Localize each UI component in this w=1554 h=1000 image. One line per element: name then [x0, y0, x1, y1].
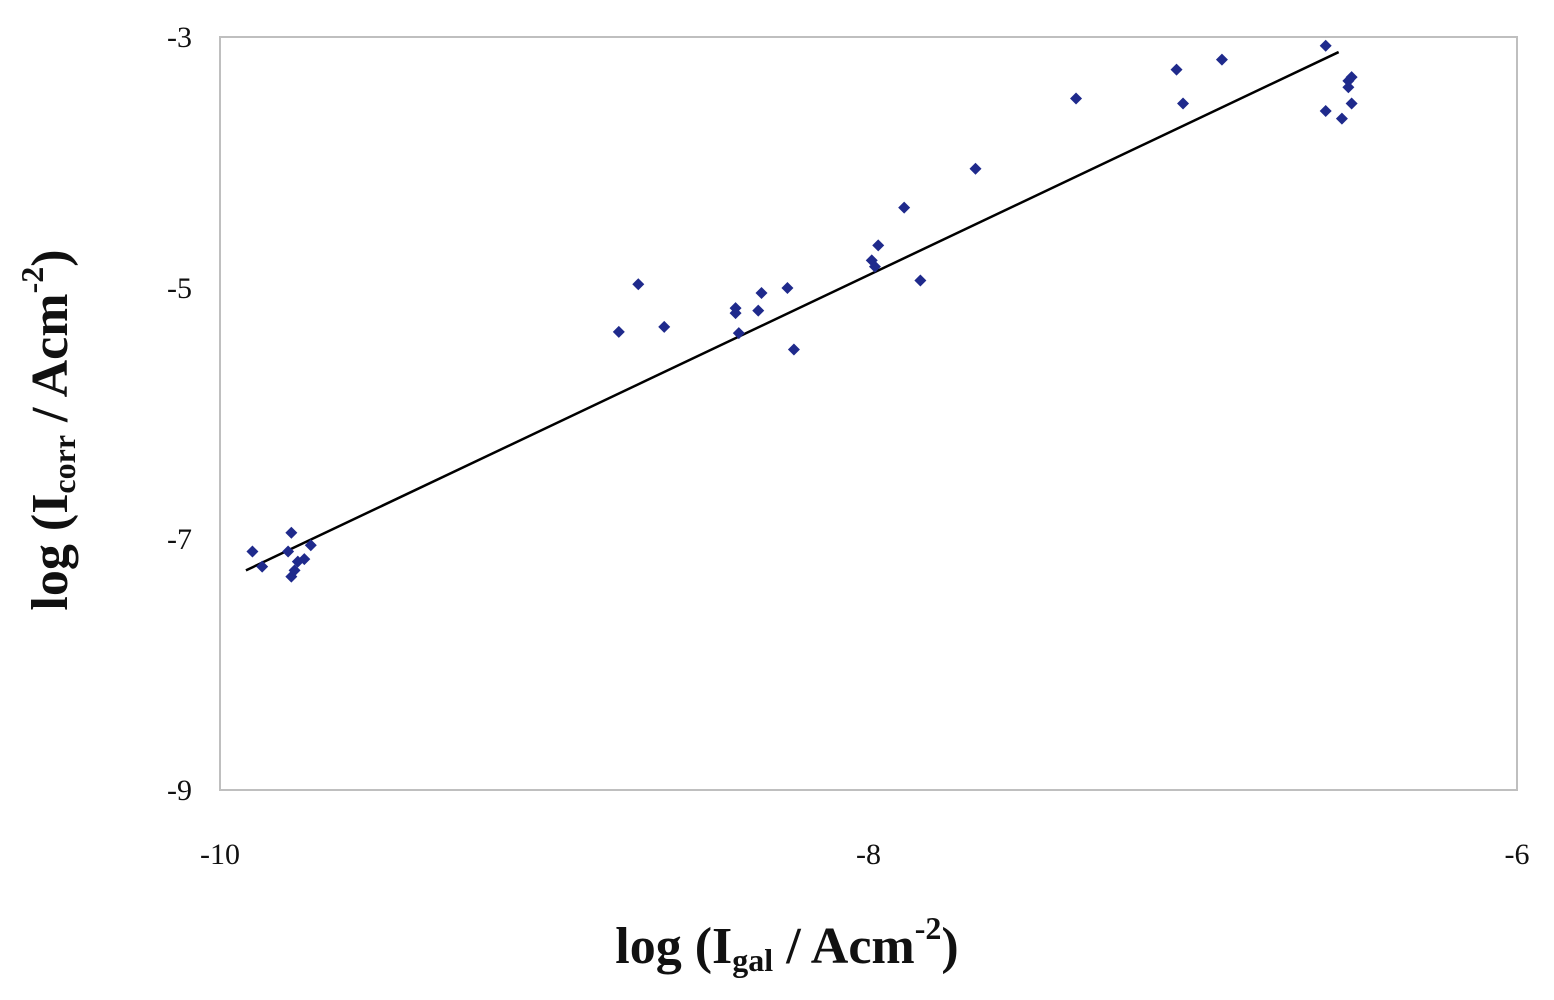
data-point	[256, 560, 269, 573]
data-point	[1319, 39, 1332, 52]
data-point	[632, 278, 645, 291]
data-point	[1319, 105, 1332, 118]
data-point	[1335, 112, 1348, 125]
y-tick-label: -3	[167, 21, 192, 54]
y-axis-title: log (Icorr / Acm-2)	[14, 249, 82, 611]
plot-area	[219, 36, 1518, 791]
data-point	[304, 539, 317, 552]
data-point	[658, 320, 671, 333]
x-axis-title: log (Igal / Acm-2)	[615, 910, 959, 978]
data-point	[868, 260, 881, 273]
data-point	[285, 526, 298, 539]
data-point	[288, 564, 301, 577]
trendline	[245, 50, 1340, 572]
data-point	[755, 287, 768, 300]
y-tick-label: -9	[167, 774, 192, 807]
x-tick-label: -8	[856, 838, 881, 871]
data-point	[752, 304, 765, 317]
y-axis-ticks: -3 -5 -7 -9	[167, 21, 192, 807]
y-tick-label: -7	[167, 523, 192, 556]
x-tick-label: -10	[200, 838, 240, 871]
x-tick-label: -6	[1505, 838, 1530, 871]
data-point	[781, 282, 794, 294]
data-point	[1215, 53, 1228, 66]
x-axis-ticks: -10 -8 -6	[200, 838, 1530, 871]
data-point	[246, 545, 259, 558]
data-point	[282, 545, 295, 558]
data-point	[732, 327, 745, 340]
y-tick-label: -5	[167, 272, 192, 305]
data-point	[298, 553, 311, 566]
data-point	[1170, 63, 1183, 76]
data-point	[612, 325, 625, 338]
data-point	[1342, 81, 1355, 94]
trendline-group	[245, 50, 1340, 572]
data-point	[914, 274, 927, 287]
data-point	[898, 201, 911, 214]
data-point	[1345, 71, 1358, 84]
data-point	[787, 343, 800, 356]
data-points	[246, 39, 1358, 583]
data-point	[872, 239, 885, 252]
data-point	[969, 162, 982, 175]
data-point	[1345, 97, 1358, 110]
data-point	[729, 307, 742, 320]
data-point	[1177, 97, 1190, 110]
data-point	[1070, 92, 1083, 105]
